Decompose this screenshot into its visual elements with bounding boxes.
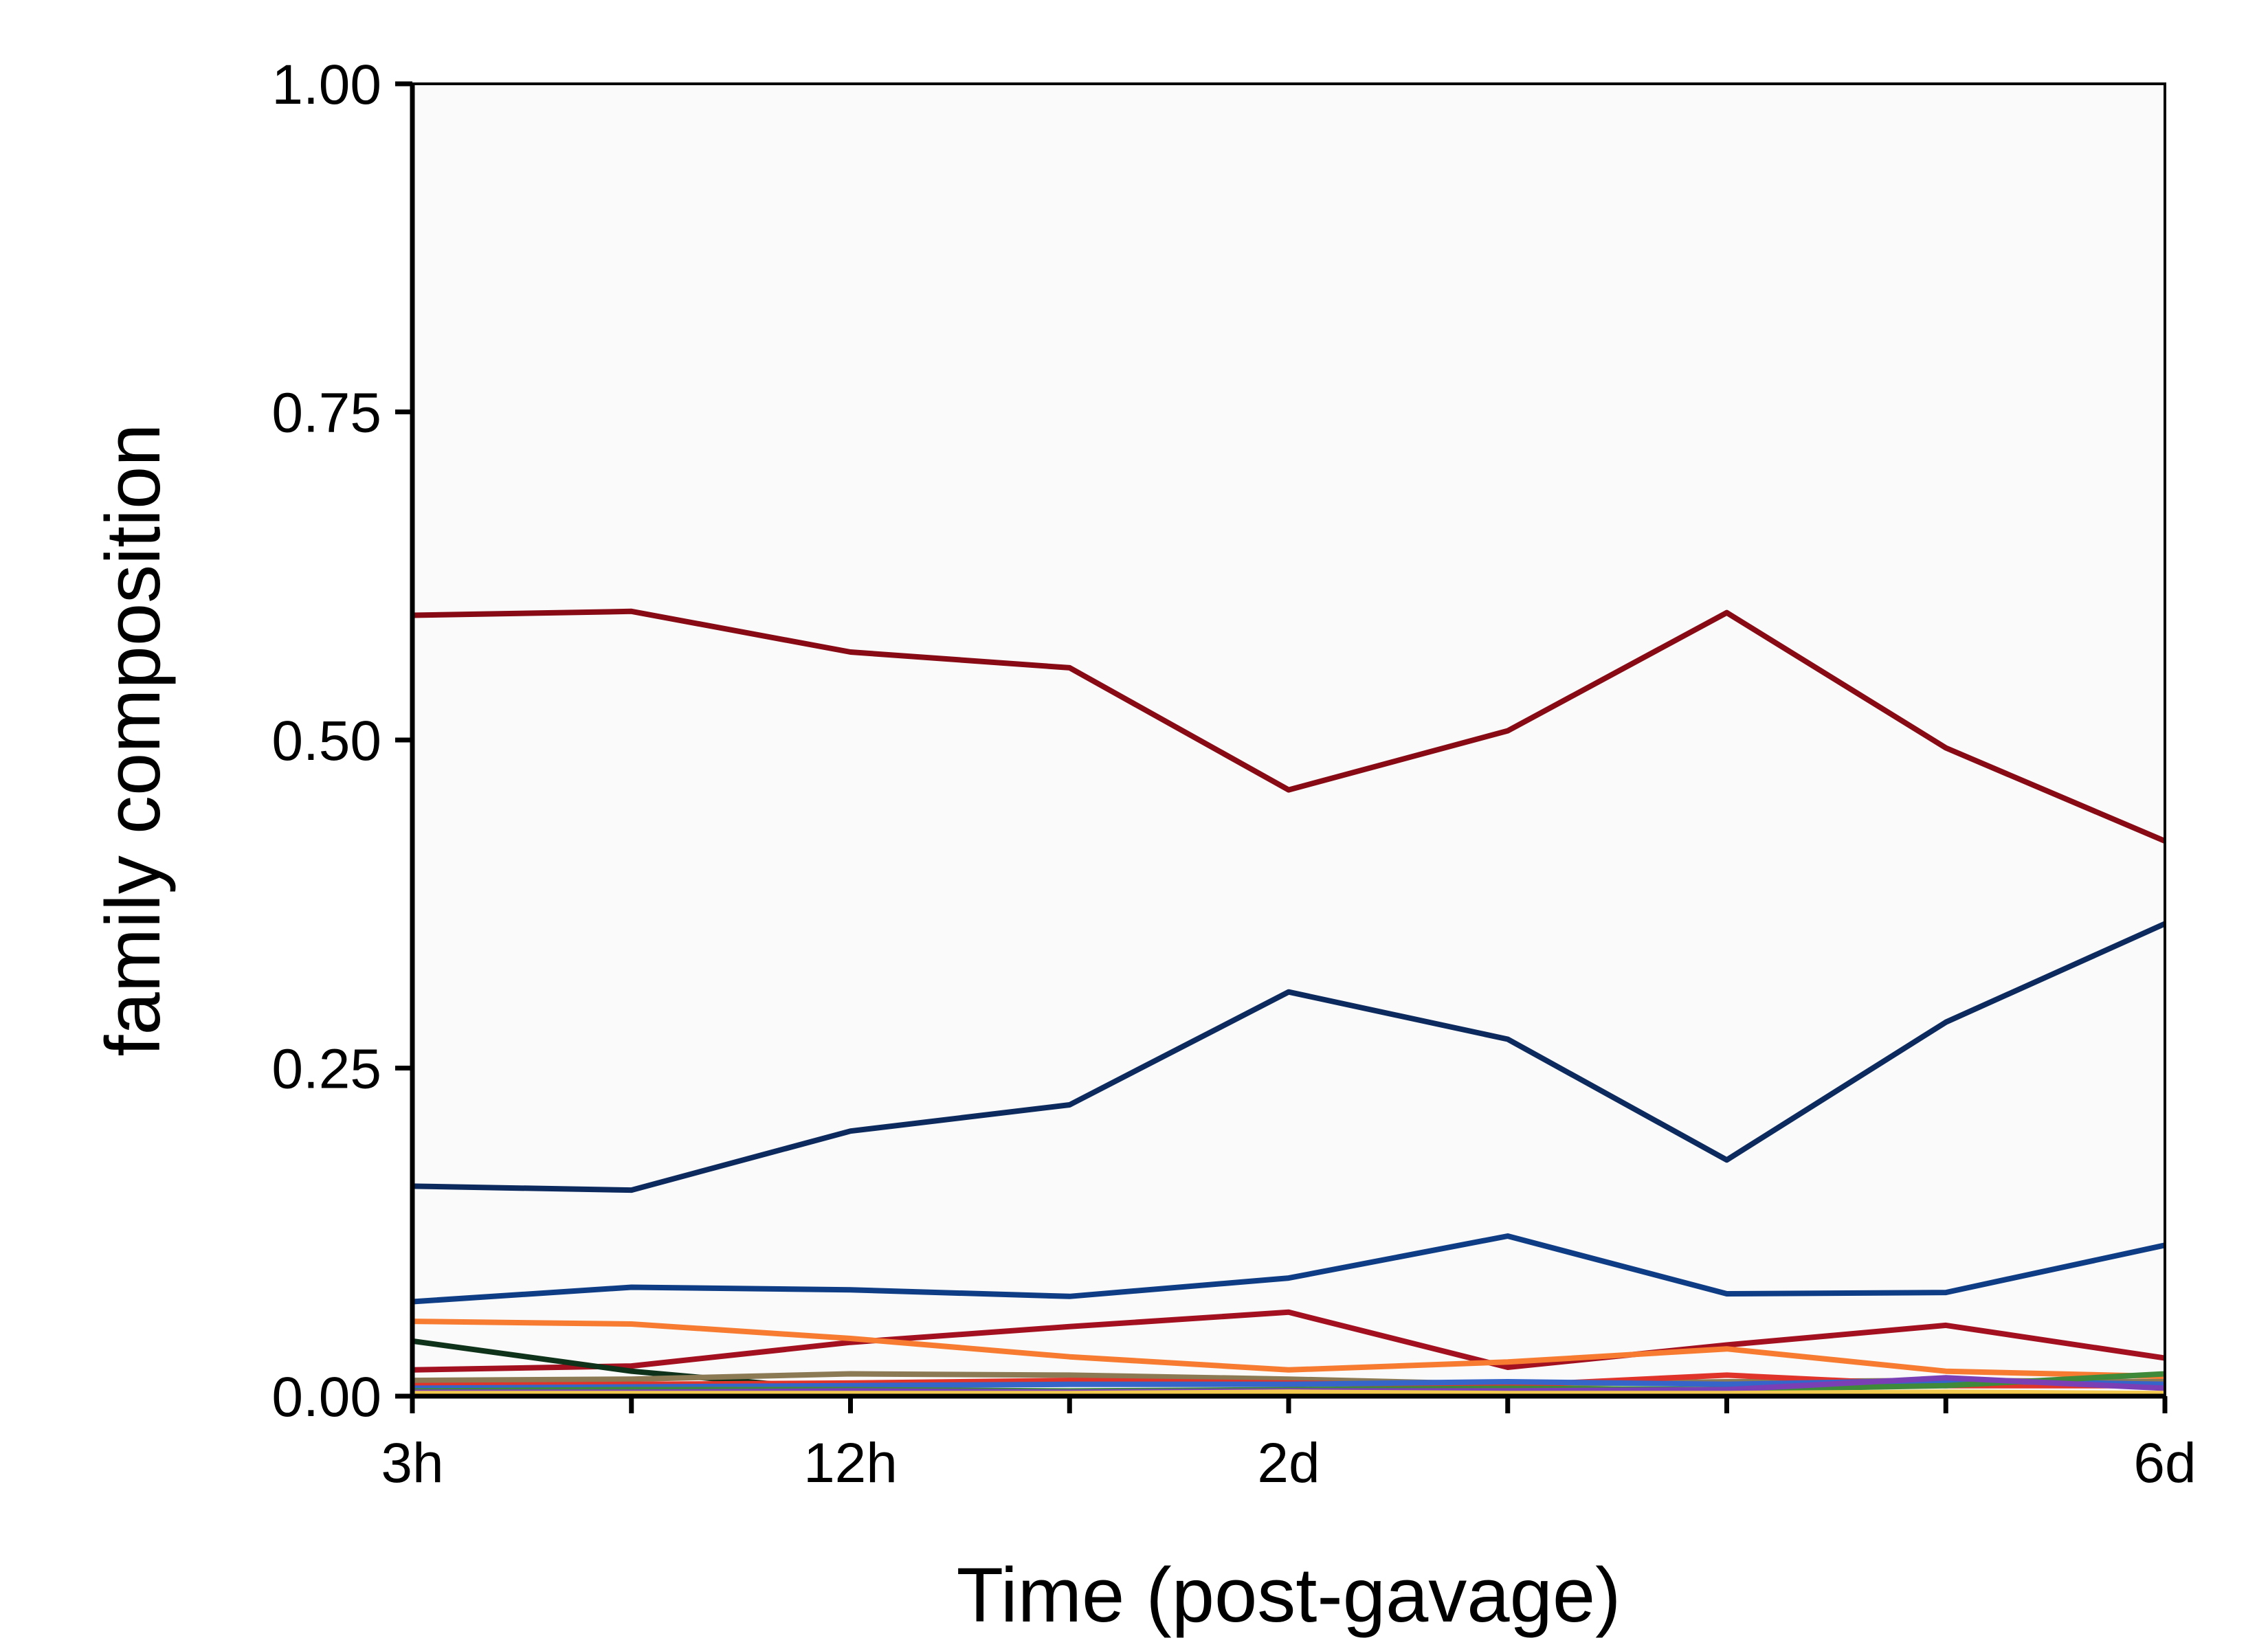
series-line-1 xyxy=(412,608,2166,844)
series-line-12 xyxy=(412,1389,2166,1397)
y-axis-ticks: 0.00 0.25 0.50 0.75 1.00 xyxy=(271,54,412,1428)
x-tick-label: 3h xyxy=(381,1432,443,1494)
y-tick-label: 0.50 xyxy=(271,710,381,772)
x-tick-label: 6d xyxy=(2133,1432,2196,1494)
series-layer xyxy=(412,608,2166,1398)
plot-background xyxy=(412,84,2165,1396)
y-tick-label: 0.00 xyxy=(271,1366,381,1428)
series-line-3 xyxy=(412,1233,2166,1305)
x-axis-title: Time (post-gavage) xyxy=(957,1552,1621,1638)
x-axis-ticks: 3h 12h 2d 6d xyxy=(381,1396,2197,1494)
series-line-5 xyxy=(412,1319,2166,1380)
y-axis-title: family composition xyxy=(90,423,176,1056)
y-tick-label: 1.00 xyxy=(271,54,381,116)
y-tick-label: 0.25 xyxy=(271,1038,381,1101)
x-tick-label: 12h xyxy=(803,1432,898,1494)
series-line-4 xyxy=(412,1309,2166,1373)
y-tick-label: 0.75 xyxy=(271,382,381,445)
x-tick-label: 2d xyxy=(1257,1432,1320,1494)
series-line-2 xyxy=(412,921,2166,1193)
